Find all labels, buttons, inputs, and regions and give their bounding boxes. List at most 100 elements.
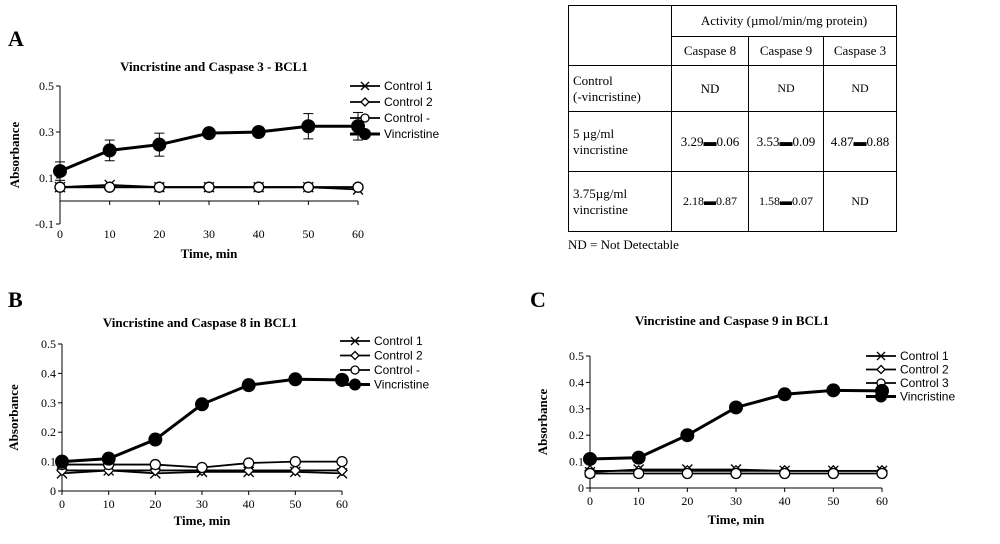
series-line-control-1: [589, 468, 882, 474]
data-point: [102, 464, 115, 477]
legend-marker: [360, 113, 370, 123]
y-tick-label: 0: [578, 481, 584, 495]
table-cell: ND: [823, 171, 897, 232]
y-tick-label: 0.5: [41, 337, 56, 351]
chart-title: Vincristine and Caspase 8 in BCL1: [103, 315, 297, 330]
x-tick-label: 30: [730, 494, 742, 508]
data-point: [251, 125, 266, 139]
data-point: [153, 181, 165, 193]
data-point: [103, 181, 116, 194]
data-point: [104, 181, 116, 193]
row-label-line: vincristine: [573, 141, 628, 157]
x-tick-label: 40: [253, 227, 265, 241]
data-point: [196, 464, 208, 477]
data-point: [730, 467, 742, 480]
data-point: [584, 464, 596, 477]
data-point: [779, 467, 791, 480]
data-point: [351, 119, 365, 134]
data-point: [301, 119, 316, 134]
y-tick-label: 0.4: [41, 366, 56, 380]
legend-marker: [350, 350, 360, 361]
data-point: [149, 458, 161, 471]
data-point: [289, 466, 301, 478]
y-tick-label: 0.1: [41, 455, 56, 469]
series-line-vincristine: [59, 124, 358, 173]
table-cell: 2.18▬0.87: [671, 171, 749, 232]
data-point: [681, 464, 693, 475]
data-point: [730, 464, 742, 475]
x-tick-label: 60: [876, 494, 888, 508]
x-tick-label: 20: [681, 494, 693, 508]
data-point: [352, 181, 364, 194]
table-cell: 1.58▬0.07: [748, 171, 824, 232]
row-label-line: 5 µg/ml: [573, 125, 615, 141]
x-tick-label: 50: [827, 494, 839, 508]
x-tick-label: 10: [103, 497, 115, 511]
legend-label: Vincristine: [384, 127, 439, 141]
series-line-control-1: [61, 469, 343, 475]
data-point: [302, 181, 314, 193]
x-tick-label: 50: [302, 227, 314, 241]
x-axis-title: Time, min: [174, 513, 232, 528]
legend-marker: [360, 97, 370, 107]
data-point: [289, 464, 302, 477]
legend-label: Control 2: [900, 363, 949, 377]
data-point: [253, 181, 265, 193]
data-point: [56, 458, 68, 471]
data-point: [242, 464, 255, 477]
data-point: [584, 467, 596, 480]
y-axis-title: Absorbance: [535, 389, 550, 456]
data-point: [149, 464, 162, 477]
legend-marker: [349, 378, 361, 391]
data-point: [827, 465, 839, 477]
data-point: [632, 464, 645, 477]
data-point: [153, 181, 165, 193]
x-axis-title: Time, min: [181, 246, 239, 261]
data-point: [681, 464, 694, 477]
data-point: [302, 181, 314, 193]
row-label-line: Control: [573, 72, 613, 88]
data-point: [104, 179, 116, 191]
x-tick-label: 10: [633, 494, 645, 508]
panel-label-c: C: [530, 287, 546, 312]
data-point: [288, 372, 303, 387]
data-point: [681, 467, 693, 480]
data-point: [352, 184, 364, 195]
legend-label: Control -: [384, 111, 430, 125]
data-point: [196, 461, 208, 474]
x-tick-label: 40: [243, 497, 255, 511]
legend-marker: [876, 378, 886, 388]
data-point: [53, 164, 67, 179]
x-axis-title: Time, min: [708, 512, 766, 527]
data-point: [876, 464, 888, 477]
data-point: [102, 143, 117, 158]
data-point: [103, 464, 115, 476]
data-point: [153, 181, 166, 194]
data-point: [729, 400, 743, 415]
data-point: [252, 181, 265, 194]
series-line-control-1: [59, 183, 359, 191]
data-point: [779, 465, 791, 477]
legend-marker: [876, 364, 886, 375]
y-tick-label: 0.2: [569, 428, 584, 442]
table-cell: ND: [748, 65, 824, 112]
data-point: [103, 458, 115, 471]
table-row-label: Control (-vincristine): [568, 65, 672, 112]
legend-label: Control 3: [900, 376, 949, 390]
x-tick-label: 30: [196, 497, 208, 511]
x-tick-label: 50: [289, 497, 301, 511]
data-point: [633, 464, 645, 475]
series-line-control-: [62, 460, 342, 469]
y-tick-label: 0.4: [569, 375, 584, 389]
data-point: [195, 397, 209, 412]
data-point: [827, 467, 839, 480]
legend-marker: [350, 336, 360, 346]
y-tick-label: 0.3: [41, 396, 56, 410]
data-point: [826, 383, 841, 398]
table-cell: 4.87▬0.88: [823, 111, 897, 172]
data-point: [54, 181, 66, 194]
data-point: [101, 451, 116, 466]
data-point: [243, 457, 255, 469]
data-point: [336, 464, 348, 477]
data-point: [203, 181, 215, 193]
